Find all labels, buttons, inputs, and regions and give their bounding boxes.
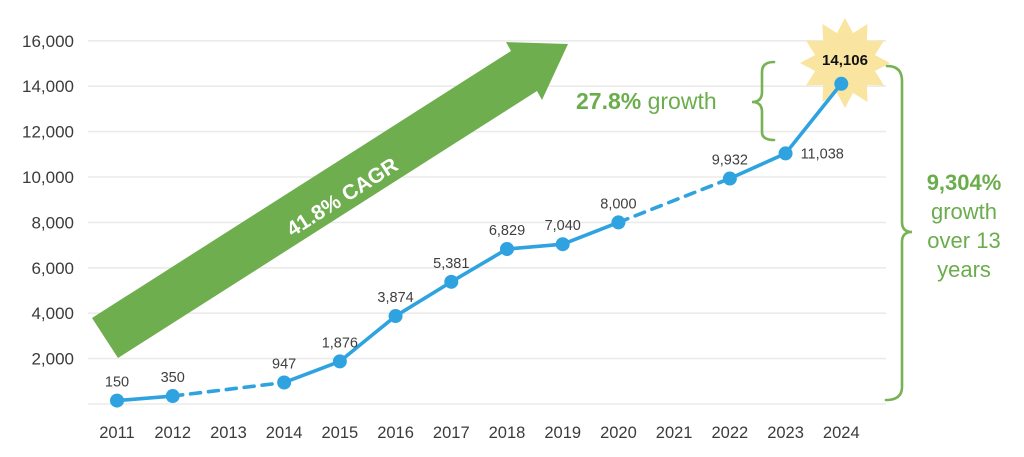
starburst-value-label: 14,106 [822, 52, 868, 69]
total-growth-line3: over 13 [927, 228, 1001, 253]
data-point [277, 375, 292, 390]
x-tick-label: 2011 [99, 424, 134, 442]
y-tick-label: 6,000 [31, 259, 74, 278]
data-point-label: 1,876 [322, 335, 358, 351]
x-tick-label: 2021 [656, 424, 693, 442]
x-tick-label: 2013 [210, 424, 247, 442]
growth-callout-percent: 27.8% [576, 88, 642, 114]
x-tick-label: 2017 [433, 424, 470, 442]
data-point [555, 237, 570, 252]
arrow-shape [92, 42, 568, 358]
starburst-icon [800, 18, 890, 108]
data-point-label: 150 [105, 375, 129, 391]
data-point [834, 76, 849, 91]
cagr-arrow: 41.8% CAGR [92, 42, 568, 358]
data-point-label: 11,038 [801, 146, 844, 162]
x-tick-label: 2020 [600, 424, 637, 442]
total-growth-percent: 9,304% [926, 170, 1002, 195]
data-point [110, 393, 124, 408]
trend-line-segment [115, 394, 175, 403]
trend-line-segment [616, 176, 732, 225]
trend-line-segment [338, 314, 398, 364]
data-point [778, 146, 793, 161]
y-tick-label: 10,000 [22, 168, 74, 187]
data-point-label: 9,932 [712, 153, 748, 169]
y-tick-label: 14,000 [22, 77, 74, 96]
data-point [499, 241, 514, 256]
growth-brace [751, 60, 776, 142]
starburst-shape [800, 18, 890, 108]
total-growth-line2: growth [930, 199, 998, 224]
axis-labels: 2,000 4,000 6,000 8,000 10,000 12,000 14,000 16… [22, 32, 860, 442]
total-growth-callout: 9,304% growth over 13 years [912, 168, 1016, 284]
y-tick-label: 2,000 [31, 350, 74, 369]
trend-line-segment [170, 380, 286, 398]
trend-line-segment [560, 220, 621, 246]
data-points [110, 76, 849, 408]
trend-line-segment [393, 280, 454, 318]
x-tick-label: 2016 [377, 424, 414, 442]
data-point [388, 309, 403, 324]
x-tick-label: 2022 [711, 424, 748, 442]
trend-line [115, 81, 844, 403]
x-tick-label: 2015 [321, 424, 358, 442]
data-point-label: 3,874 [377, 290, 413, 306]
y-tick-label: 8,000 [31, 213, 74, 232]
growth-callout: 27.8% growth [576, 87, 717, 117]
growth-callout-text: growth [641, 88, 717, 114]
trend-line-segment [449, 247, 509, 284]
data-point-label: 5,381 [433, 256, 469, 272]
trend-line-segment [505, 242, 565, 251]
data-point [722, 171, 737, 186]
data-point-labels: 150 350 947 1,876 3,874 5,381 6,829 7,040 8,000 9… [105, 146, 844, 390]
data-point-label: 8,000 [600, 196, 636, 212]
x-tick-label: 2012 [154, 424, 191, 442]
trend-line-segment [728, 151, 788, 181]
x-tick-label: 2018 [489, 424, 526, 442]
y-tick-label: 16,000 [22, 32, 74, 51]
y-tick-label: 12,000 [22, 123, 74, 142]
data-point-label: 7,040 [545, 218, 581, 234]
x-tick-label: 2023 [767, 424, 804, 442]
data-point [165, 389, 180, 404]
total-growth-line4: years [937, 257, 991, 282]
data-point-label: 947 [272, 357, 296, 373]
x-tick-label: 2014 [266, 424, 303, 442]
y-tick-label: 4,000 [31, 304, 74, 323]
data-point [444, 274, 459, 289]
data-point [611, 215, 626, 230]
total-growth-brace [884, 64, 913, 402]
x-tick-label: 2024 [823, 424, 860, 442]
data-point-label: 350 [161, 370, 185, 386]
trend-line-segment [282, 359, 342, 385]
data-point [332, 354, 347, 369]
x-tick-label: 2019 [544, 424, 581, 442]
data-point-label: 6,829 [489, 223, 525, 239]
trend-line-segment [783, 81, 844, 156]
